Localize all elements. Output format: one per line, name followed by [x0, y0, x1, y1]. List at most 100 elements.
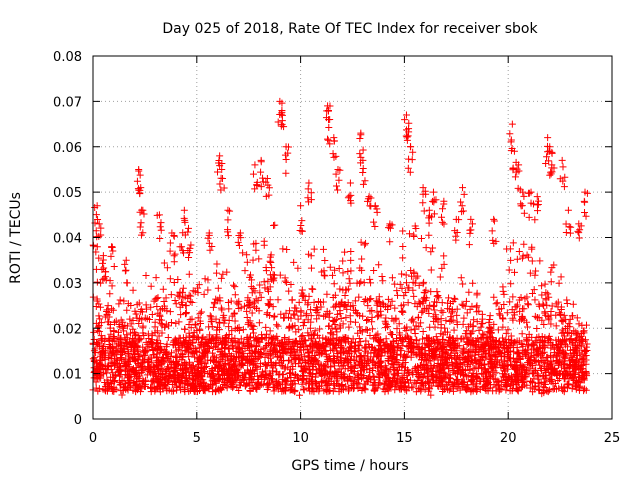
data-point: [526, 357, 534, 365]
data-point: [231, 317, 239, 325]
data-point: [547, 376, 555, 384]
data-point: [218, 306, 226, 314]
data-point: [112, 337, 120, 345]
data-point: [577, 222, 585, 230]
data-point: [510, 147, 518, 155]
data-point: [159, 385, 167, 393]
data-point: [273, 321, 281, 329]
data-point: [492, 369, 500, 377]
data-point: [225, 365, 233, 373]
data-point: [142, 376, 150, 384]
data-point: [149, 377, 157, 385]
data-point: [326, 355, 334, 363]
data-point: [534, 314, 542, 322]
data-point: [299, 357, 307, 365]
data-point: [233, 324, 241, 332]
data-point: [549, 365, 557, 373]
data-point: [231, 291, 239, 299]
data-point: [407, 143, 415, 151]
data-point: [261, 343, 269, 351]
data-point: [268, 275, 276, 283]
data-point: [457, 274, 465, 282]
data-point: [371, 348, 379, 356]
data-point: [122, 266, 130, 274]
data-point: [533, 324, 541, 332]
data-point: [237, 378, 245, 386]
data-point: [274, 296, 282, 304]
data-point: [106, 344, 114, 352]
data-point: [298, 227, 306, 235]
data-point: [391, 386, 399, 394]
data-point: [253, 365, 261, 373]
data-point: [310, 331, 318, 339]
data-point: [402, 279, 410, 287]
data-point: [389, 352, 397, 360]
data-point: [370, 267, 378, 275]
data-point: [308, 377, 316, 385]
data-point: [256, 289, 264, 297]
data-point: [440, 260, 448, 268]
data-point: [331, 316, 339, 324]
data-point: [263, 350, 271, 358]
data-point: [198, 308, 206, 316]
data-point: [384, 355, 392, 363]
data-point: [297, 202, 305, 210]
data-point: [473, 302, 481, 310]
data-point: [301, 337, 309, 345]
data-point: [451, 227, 459, 235]
data-point: [116, 296, 124, 304]
data-point: [324, 136, 332, 144]
data-point: [326, 386, 334, 394]
data-point: [417, 387, 425, 395]
data-point: [133, 301, 141, 309]
data-point: [425, 231, 433, 239]
data-point: [492, 383, 500, 391]
data-point: [441, 373, 449, 381]
data-point: [209, 356, 217, 364]
data-point: [337, 341, 345, 349]
data-point: [272, 381, 280, 389]
data-point: [244, 359, 252, 367]
data-point: [106, 290, 114, 298]
data-point: [406, 168, 414, 176]
data-point: [433, 288, 441, 296]
data-point: [384, 381, 392, 389]
data-point: [277, 357, 285, 365]
data-point: [214, 168, 222, 176]
data-point: [345, 323, 353, 331]
data-point: [518, 362, 526, 370]
data-point: [561, 359, 569, 367]
data-point: [494, 326, 502, 334]
data-point: [547, 320, 555, 328]
data-point: [357, 238, 365, 246]
data-point: [245, 298, 253, 306]
data-point: [280, 314, 288, 322]
data-point: [534, 200, 542, 208]
data-point: [487, 372, 495, 380]
data-point: [373, 205, 381, 213]
data-point: [171, 296, 179, 304]
data-point: [478, 356, 486, 364]
data-point: [269, 303, 277, 311]
data-point: [95, 360, 103, 368]
data-point: [235, 304, 243, 312]
data-point: [249, 284, 257, 292]
data-point: [336, 354, 344, 362]
data-point: [366, 307, 374, 315]
data-point: [415, 281, 423, 289]
data-point: [415, 298, 423, 306]
data-point: [297, 221, 305, 229]
data-point: [389, 337, 397, 345]
data-point: [142, 338, 150, 346]
data-point: [312, 307, 320, 315]
data-point: [178, 243, 186, 251]
data-point: [421, 349, 429, 357]
data-point: [304, 194, 312, 202]
data-point: [162, 294, 170, 302]
data-point: [488, 334, 496, 342]
data-point: [109, 247, 117, 255]
data-point: [579, 375, 587, 383]
data-point: [335, 176, 343, 184]
data-point: [181, 216, 189, 224]
data-point: [576, 226, 584, 234]
